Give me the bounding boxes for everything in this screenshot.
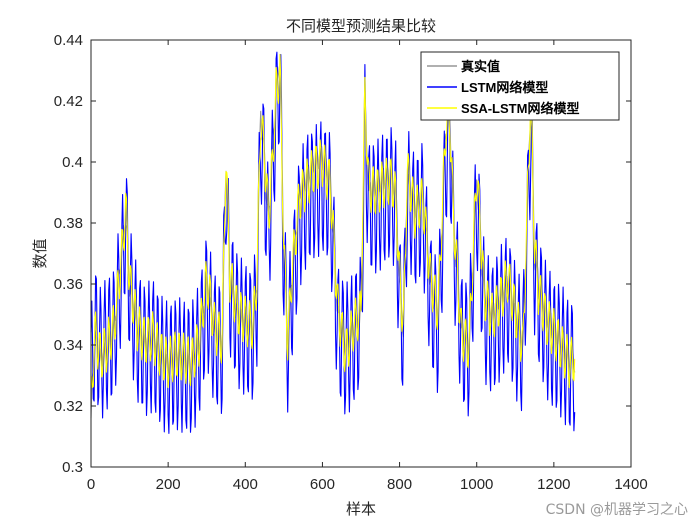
y-tick-label: 0.44 — [54, 32, 83, 49]
series-layer — [90, 51, 576, 434]
x-tick-label: 800 — [387, 476, 412, 493]
y-tick-label: 0.34 — [54, 337, 83, 354]
legend-entry-1: 真实值 — [461, 59, 500, 74]
series-line-2 — [90, 51, 576, 434]
y-axis-ticks: 0.3 0.32 0.34 0.36 0.38 0.4 0.42 0.44 — [54, 32, 631, 476]
x-tick-label: 1000 — [460, 476, 493, 493]
x-tick-label: 0 — [87, 476, 95, 493]
y-tick-label: 0.32 — [54, 398, 83, 415]
y-tick-label: 0.3 — [62, 459, 83, 476]
x-axis-label: 样本 — [346, 500, 376, 518]
y-tick-label: 0.4 — [62, 154, 83, 171]
y-axis-label: 数值 — [31, 238, 49, 268]
legend-entry-2: LSTM网络模型 — [461, 80, 548, 95]
legend: 真实值 LSTM网络模型 SSA-LSTM网络模型 — [420, 51, 620, 121]
y-tick-label: 0.36 — [54, 276, 83, 293]
x-tick-label: 1200 — [537, 476, 570, 493]
x-tick-label: 200 — [156, 476, 181, 493]
plot-frame — [90, 39, 632, 468]
watermark: CSDN @机器学习之心 — [545, 502, 688, 518]
y-tick-label: 0.38 — [54, 215, 83, 232]
series-line-3 — [90, 53, 576, 389]
legend-entry-3: SSA-LSTM网络模型 — [461, 101, 579, 116]
chart-title: 不同模型预测结果比较 — [286, 17, 436, 35]
x-axis-ticks: 0 200 400 600 800 1000 1200 1400 — [87, 40, 648, 493]
x-tick-label: 600 — [310, 476, 335, 493]
y-tick-label: 0.42 — [54, 93, 83, 110]
x-tick-label: 1400 — [614, 476, 647, 493]
x-tick-label: 400 — [233, 476, 258, 493]
